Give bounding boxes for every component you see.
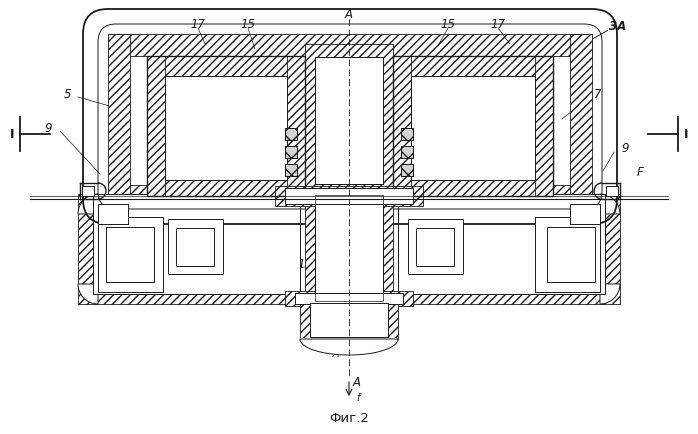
Bar — [310, 303, 388, 337]
Text: 7B: 7B — [174, 139, 189, 149]
Text: 15: 15 — [440, 17, 456, 30]
Text: 5: 5 — [64, 88, 72, 101]
Bar — [285, 128, 297, 140]
Bar — [98, 204, 128, 224]
Bar — [147, 180, 305, 196]
Bar — [165, 76, 287, 180]
Bar — [168, 219, 223, 274]
Bar — [401, 146, 413, 158]
Text: 15: 15 — [241, 17, 255, 30]
Bar — [147, 56, 305, 76]
Bar — [393, 56, 411, 196]
Text: F: F — [637, 165, 644, 178]
Bar — [547, 227, 595, 282]
Bar — [416, 228, 454, 266]
Text: 7C: 7C — [470, 89, 485, 99]
Bar — [295, 293, 403, 304]
Bar — [401, 146, 413, 158]
Text: 21: 21 — [505, 253, 519, 266]
Text: f: f — [356, 393, 359, 403]
Text: A: A — [345, 7, 353, 20]
Bar — [285, 164, 297, 176]
Text: 1: 1 — [183, 162, 191, 175]
Text: 11: 11 — [373, 118, 387, 131]
Bar — [285, 146, 297, 158]
Text: 9: 9 — [44, 122, 52, 135]
Bar — [300, 301, 398, 339]
Text: 7E: 7E — [276, 69, 290, 79]
Bar — [535, 56, 553, 196]
Bar — [398, 194, 620, 304]
Bar — [315, 195, 383, 301]
Bar — [108, 34, 130, 199]
Bar — [285, 146, 297, 158]
Text: I: I — [10, 128, 14, 141]
Wedge shape — [78, 284, 98, 304]
Bar — [285, 128, 297, 140]
Bar — [108, 185, 592, 199]
Bar — [106, 227, 154, 282]
Bar — [147, 56, 305, 196]
Bar — [535, 217, 600, 292]
Bar — [305, 192, 393, 304]
Text: 19: 19 — [453, 139, 467, 149]
Bar — [285, 188, 413, 204]
Bar — [393, 180, 553, 196]
Bar — [401, 128, 413, 140]
Bar — [275, 186, 423, 206]
Bar — [570, 204, 600, 224]
Text: I: I — [684, 128, 688, 141]
Bar — [285, 164, 297, 176]
Bar — [408, 219, 463, 274]
Text: 7: 7 — [594, 88, 602, 101]
Wedge shape — [600, 194, 620, 214]
Bar — [108, 34, 592, 56]
Text: A: A — [353, 375, 361, 388]
Bar — [606, 186, 618, 196]
Text: 7D: 7D — [222, 144, 238, 154]
Bar — [93, 194, 300, 294]
Text: 3A: 3A — [609, 20, 627, 33]
Bar — [78, 194, 300, 304]
Text: 17: 17 — [491, 17, 505, 30]
Bar — [411, 76, 535, 180]
Text: 7F: 7F — [332, 349, 345, 359]
Polygon shape — [300, 339, 398, 355]
Bar — [315, 195, 383, 301]
Bar — [398, 194, 605, 294]
Wedge shape — [600, 284, 620, 304]
Bar — [305, 44, 393, 199]
Wedge shape — [78, 194, 98, 214]
Bar — [570, 34, 592, 199]
Bar — [401, 128, 413, 140]
Bar — [401, 164, 413, 176]
Text: 7A: 7A — [188, 94, 202, 104]
Text: Фиг.2: Фиг.2 — [329, 412, 369, 425]
Text: 13: 13 — [297, 257, 313, 270]
Text: 9: 9 — [621, 142, 629, 155]
Bar — [393, 56, 553, 196]
Bar — [285, 291, 413, 306]
Bar — [82, 186, 94, 196]
Bar — [315, 57, 383, 184]
Bar — [401, 164, 413, 176]
Bar — [176, 228, 214, 266]
Bar — [147, 56, 165, 196]
Bar — [393, 56, 553, 76]
Bar — [287, 56, 305, 196]
Bar — [98, 217, 163, 292]
Text: 17: 17 — [191, 17, 205, 30]
